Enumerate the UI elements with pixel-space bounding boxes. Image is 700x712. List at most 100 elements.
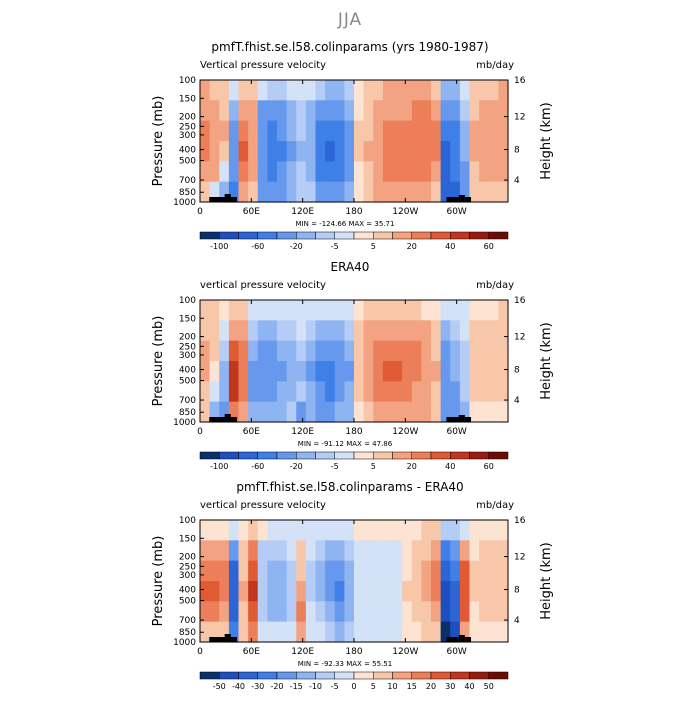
- heatmap-cell: [354, 540, 365, 562]
- heatmap-cell: [334, 161, 345, 183]
- heatmap-cell: [315, 401, 326, 423]
- heatmap-cell: [459, 100, 471, 122]
- heatmap-cell: [421, 540, 432, 562]
- heatmap-cell: [219, 320, 230, 342]
- heatmap-cell: [498, 601, 509, 623]
- heatmap-cell: [219, 601, 230, 623]
- colorbar-segment: [469, 451, 489, 460]
- heatmap-cell: [479, 401, 490, 423]
- x-tick-label: 0: [197, 207, 203, 217]
- heatmap-cell: [267, 381, 278, 403]
- heatmap-cell: [286, 361, 297, 382]
- heatmap-cell: [219, 540, 230, 562]
- topography-mask: [209, 197, 237, 202]
- x-tick-label: 60E: [243, 647, 260, 657]
- heatmap-cell: [344, 161, 355, 183]
- colorbar-label: 30: [445, 682, 455, 691]
- x-tick-label: 120W: [392, 207, 418, 217]
- heatmap-cell: [277, 601, 288, 623]
- heatmap-cell: [459, 601, 471, 623]
- heatmap-cell: [325, 161, 336, 183]
- heatmap-cell: [209, 601, 220, 623]
- colorbar-segment: [296, 231, 316, 240]
- heatmap-cell: [382, 361, 394, 382]
- colorbar-segment: [488, 231, 509, 240]
- y2-tick-label: 8: [514, 146, 520, 156]
- heatmap-cell: [392, 141, 403, 162]
- heatmap-cell: [219, 161, 230, 183]
- heatmap-cell: [402, 381, 413, 403]
- y-axis-label: Pressure (mb): [151, 536, 166, 627]
- heatmap-cell: [373, 181, 384, 203]
- heatmap-cell: [373, 581, 384, 602]
- heatmap-cell: [344, 141, 355, 162]
- heatmap-cell: [344, 540, 355, 562]
- heatmap-cell: [459, 361, 471, 382]
- heatmap-cell: [392, 161, 403, 183]
- heatmap-cell: [382, 80, 394, 101]
- heatmap-cell: [440, 181, 451, 203]
- colorbar-segment: [296, 671, 316, 680]
- panel-title: ERA40: [330, 260, 370, 274]
- heatmap-cell: [296, 401, 307, 423]
- heatmap-cell: [200, 381, 211, 403]
- heatmap-cell: [305, 100, 317, 122]
- heatmap-cell: [228, 120, 240, 142]
- heatmap-cell: [334, 621, 345, 643]
- heatmap-cell: [382, 381, 394, 403]
- heatmap-cell: [392, 540, 403, 562]
- heatmap-cell: [440, 80, 451, 101]
- heatmap-cell: [392, 401, 403, 423]
- heatmap-cell: [488, 320, 499, 342]
- x-tick-label: 120E: [291, 647, 314, 657]
- heatmap-cell: [354, 300, 365, 321]
- heatmap-cell: [315, 520, 326, 541]
- heatmap-cell: [469, 340, 480, 362]
- heatmap-cell: [277, 520, 288, 541]
- heatmap-cell: [459, 320, 471, 342]
- heatmap-cell: [296, 100, 307, 122]
- heatmap-cell: [431, 601, 442, 623]
- heatmap-cell: [200, 80, 211, 101]
- heatmap-cell: [421, 621, 432, 643]
- colorbar-segment: [411, 451, 432, 460]
- colorbar-segment: [373, 451, 393, 460]
- heatmap-cell: [248, 100, 259, 122]
- heatmap-cell: [382, 161, 394, 183]
- heatmap-cell: [392, 100, 403, 122]
- heatmap-cell: [363, 80, 374, 101]
- heatmap-cell: [238, 601, 249, 623]
- heatmap-cell: [373, 540, 384, 562]
- heatmap-cell: [238, 161, 249, 183]
- heatmap-cell: [479, 601, 490, 623]
- panel-subtitle: vertical pressure velocity: [200, 280, 326, 291]
- heatmap-cell: [498, 100, 509, 122]
- heatmap-cell: [248, 581, 259, 602]
- heatmap-cell: [373, 520, 384, 541]
- heatmap-cell: [402, 120, 413, 142]
- panel-era40: ERA40 vertical pressure velocity mb/day …: [0, 260, 700, 492]
- y-tick-label: 150: [179, 534, 196, 544]
- heatmap-cell: [315, 120, 326, 142]
- heatmap-cell: [334, 401, 345, 423]
- heatmap-cell: [469, 401, 480, 423]
- heatmap-cell: [257, 100, 268, 122]
- heatmap-cell: [200, 401, 211, 423]
- y2-tick-label: 12: [514, 113, 525, 123]
- colorbar-label: -20: [290, 242, 303, 251]
- heatmap-cell: [296, 381, 307, 403]
- topography-mask: [224, 414, 231, 422]
- heatmap-cell: [344, 340, 355, 362]
- heatmap-cell: [286, 381, 297, 403]
- heatmap-cell: [228, 320, 240, 342]
- heatmap-cell: [267, 320, 278, 342]
- heatmap-cell: [325, 361, 336, 382]
- panel-units: mb/day: [476, 60, 514, 71]
- heatmap-cell: [411, 300, 422, 321]
- heatmap-cell: [440, 120, 451, 142]
- heatmap-cell: [459, 181, 471, 203]
- y-tick-label: 200: [179, 113, 196, 123]
- heatmap-cell: [469, 581, 480, 602]
- heatmap-cell: [315, 141, 326, 162]
- heatmap-cell: [488, 381, 499, 403]
